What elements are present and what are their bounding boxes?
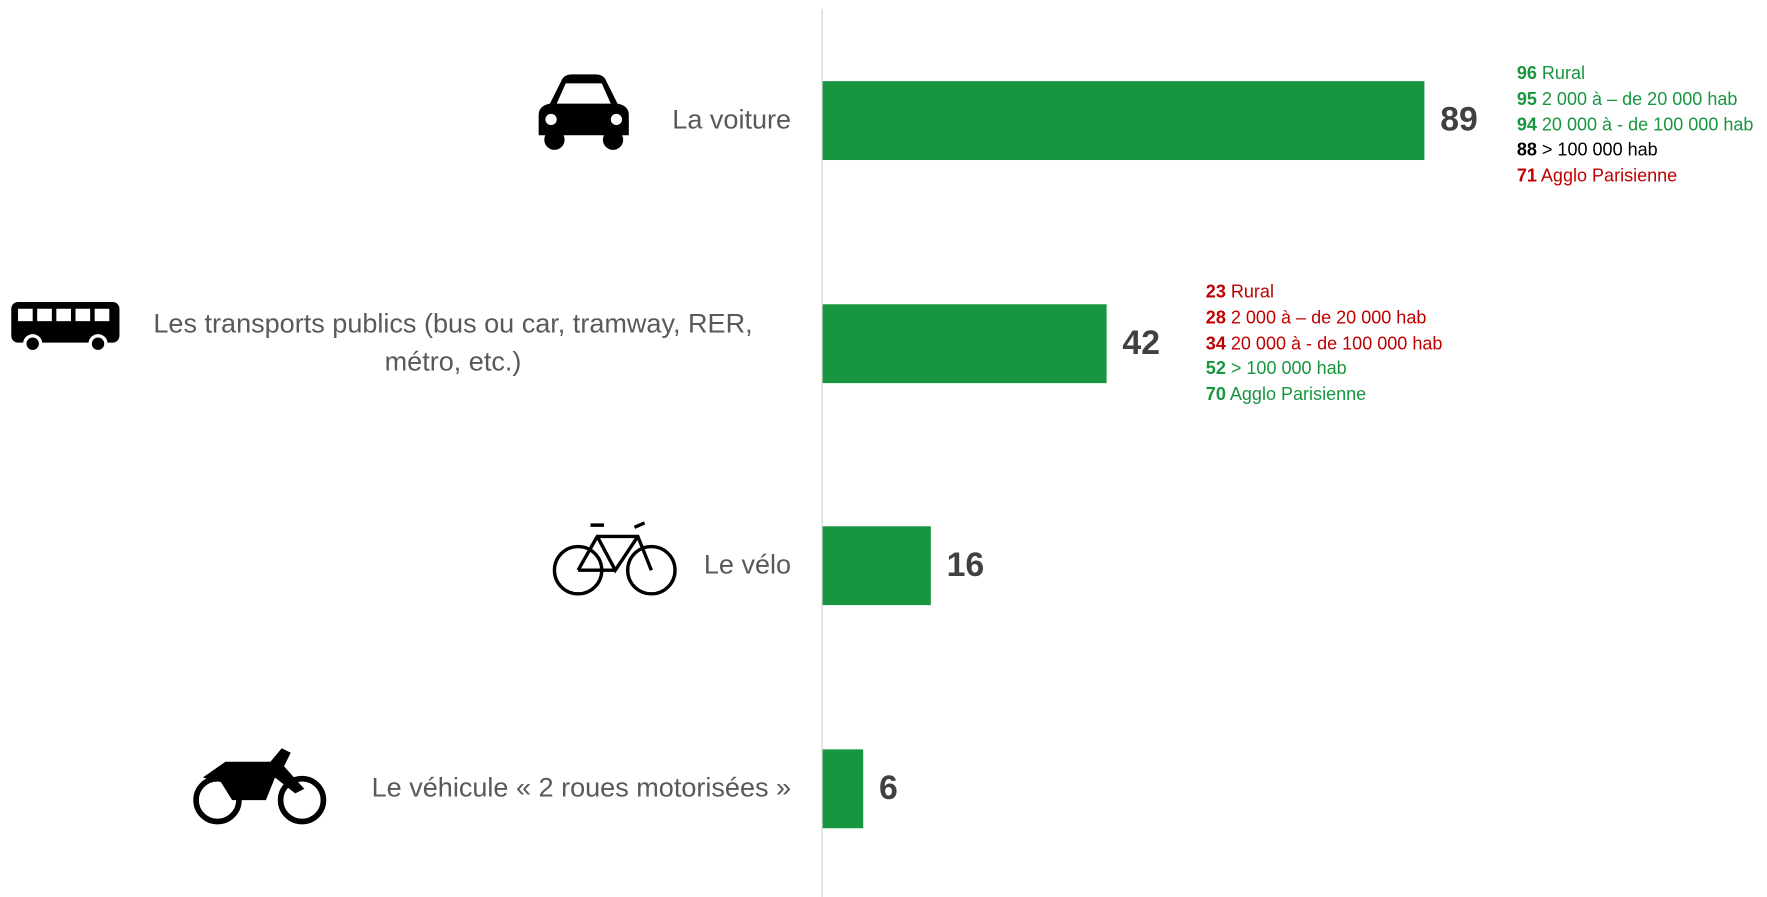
breakdown-value: 88	[1516, 141, 1537, 161]
breakdown-line: 70 Agglo Parisienne	[1206, 383, 1366, 409]
car-icon	[538, 74, 629, 150]
breakdown-line: 28 2 000 à – de 20 000 hab	[1206, 306, 1427, 332]
breakdown-line: 71 Agglo Parisienne	[1517, 165, 1677, 191]
bike-icon	[552, 521, 677, 596]
value-label: 6	[878, 769, 898, 807]
breakdown-value: 94	[1516, 115, 1537, 135]
breakdown-label: > 100 000 hab	[1230, 359, 1347, 380]
category-label: Les transports publics (bus ou car, tram…	[153, 308, 753, 378]
breakdown-value: 34	[1205, 334, 1226, 354]
category-label-box: Le véhicule « 2 roues motorisées »	[90, 770, 791, 808]
breakdown-line: 96 Rural	[1517, 62, 1585, 88]
breakdown-line: 23 Rural	[1206, 281, 1274, 307]
value-label: 89	[1440, 101, 1478, 139]
breakdown-value: 52	[1205, 359, 1226, 380]
category-label: La voiture	[672, 104, 792, 136]
value-label: 16	[946, 546, 985, 584]
bar	[822, 526, 931, 606]
breakdown-value: 23	[1205, 282, 1226, 303]
bar	[822, 749, 864, 829]
breakdown-label: > 100 000 hab	[1541, 141, 1658, 161]
bar	[822, 304, 1107, 384]
breakdown-value: 28	[1205, 308, 1226, 328]
breakdown-value: 71	[1516, 166, 1537, 187]
breakdown-line: 94 20 000 à - de 100 000 hab	[1517, 113, 1754, 139]
breakdown-line: 52 > 100 000 hab	[1206, 358, 1347, 384]
breakdown-label: Rural	[1230, 282, 1274, 303]
breakdown-label: Rural	[1541, 64, 1585, 84]
bar	[822, 81, 1425, 161]
category-label: Le vélo	[703, 549, 792, 581]
bus-icon	[11, 302, 120, 354]
breakdown-line: 95 2 000 à – de 20 000 hab	[1517, 88, 1738, 114]
breakdown-label: Agglo Parisienne	[1229, 385, 1367, 405]
category-label: Le véhicule « 2 roues motorisées »	[371, 773, 792, 804]
breakdown-label: 2 000 à – de 20 000 hab	[1541, 89, 1738, 110]
breakdown-value: 70	[1205, 385, 1226, 405]
category-label-box: Les transports publics (bus ou car, tram…	[90, 305, 791, 382]
category-label-box: La voiture	[90, 101, 791, 139]
breakdown-label: Agglo Parisienne	[1540, 166, 1678, 187]
breakdown-line: 34 20 000 à - de 100 000 hab	[1206, 332, 1443, 358]
value-label: 42	[1122, 324, 1161, 362]
breakdown-label: 20 000 à - de 100 000 hab	[1541, 115, 1754, 135]
breakdown-value: 95	[1516, 89, 1537, 110]
breakdown-line: 88 > 100 000 hab	[1517, 139, 1658, 165]
breakdown-label: 2 000 à – de 20 000 hab	[1230, 308, 1427, 328]
breakdown-value: 96	[1516, 64, 1537, 84]
breakdown-label: 20 000 à - de 100 000 hab	[1230, 334, 1443, 354]
axis-line	[821, 9, 823, 897]
category-label-box: Le vélo	[90, 547, 791, 585]
motorbike-icon	[193, 748, 327, 825]
